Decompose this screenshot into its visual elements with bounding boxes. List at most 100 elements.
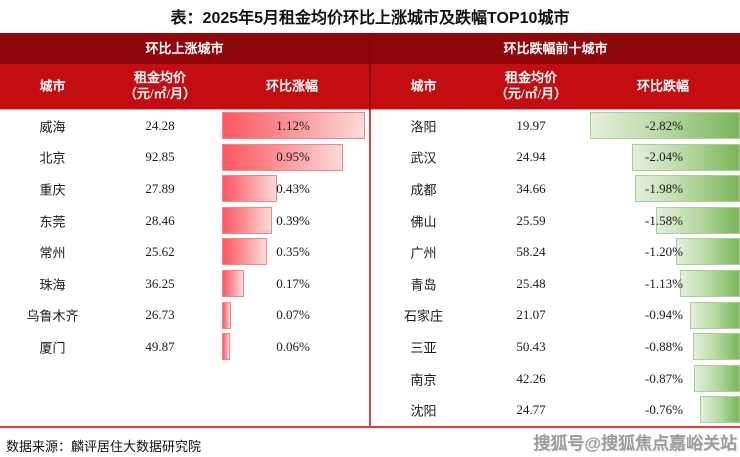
change-label: -1.13% <box>645 275 683 291</box>
change-label: 0.39% <box>276 212 310 228</box>
fall-table: 环比跌幅前十城市 城市 租金均价 （元/㎡/月） 环比跌幅 洛阳 19.97 -2.… <box>371 33 740 426</box>
table-bottom-border <box>0 426 740 428</box>
table-row: 珠海 36.25 0.17% <box>0 268 369 300</box>
rent-value: 92.85 <box>145 149 175 165</box>
city-name: 重庆 <box>39 182 66 198</box>
city-name: 乌鲁木齐 <box>26 308 79 324</box>
rent-value: 24.94 <box>516 149 546 165</box>
rent-value: 49.87 <box>145 338 175 354</box>
rise-table-body: 威海 24.28 1.12% 北京 92.85 0.95% 重庆 27.89 0.43% 东莞 28… <box>0 110 369 426</box>
change-label: 0.95% <box>276 149 310 165</box>
change-label: -0.88% <box>645 338 683 354</box>
change-label: -1.58% <box>645 212 683 228</box>
watermark: 搜狐号@搜狐焦点嘉峪关站 <box>533 434 737 453</box>
down-bar <box>676 238 740 266</box>
city-name: 佛山 <box>410 214 437 230</box>
rise-col-rent: 租金均价 （元/㎡/月） <box>123 69 197 102</box>
change-label: -1.98% <box>645 180 683 196</box>
fall-section-header: 环比跌幅前十城市 <box>371 33 740 64</box>
rent-value: 25.62 <box>145 244 175 260</box>
table-divider-body <box>369 110 371 426</box>
table-row: 厦门 49.87 0.06% <box>0 331 369 363</box>
up-bar <box>222 175 277 203</box>
rise-table: 环比上涨城市 城市 租金均价 （元/㎡/月） 环比涨幅 威海 24.28 1.12%… <box>0 33 369 426</box>
up-bar <box>222 333 230 361</box>
fall-col-change: 环比跌幅 <box>636 78 689 94</box>
table-row: 常州 25.62 0.35% <box>0 236 369 268</box>
table-row: 乌鲁木齐 26.73 0.07% <box>0 300 369 332</box>
rise-column-header: 城市 租金均价 （元/㎡/月） 环比涨幅 <box>0 64 369 110</box>
down-bar <box>634 175 740 203</box>
up-bar <box>222 112 365 139</box>
table-row: 青岛 25.48 -1.13% <box>371 268 740 300</box>
down-bar <box>656 206 740 234</box>
city-name: 成都 <box>410 182 437 198</box>
city-name: 厦门 <box>39 340 66 356</box>
rent-value: 27.89 <box>145 180 175 196</box>
table-row: 北京 92.85 0.95% <box>0 142 369 174</box>
rent-value: 36.25 <box>145 275 175 291</box>
city-name: 珠海 <box>39 277 66 293</box>
change-label: 0.43% <box>276 180 310 196</box>
city-name: 北京 <box>39 150 66 166</box>
up-bar <box>222 238 267 266</box>
fall-column-header: 城市 租金均价 （元/㎡/月） 环比跌幅 <box>371 64 740 110</box>
down-bar <box>679 269 740 297</box>
down-bar <box>699 396 740 424</box>
city-name: 威海 <box>39 119 66 135</box>
rent-value: 25.59 <box>516 212 546 228</box>
rent-value: 25.48 <box>516 275 546 291</box>
change-label: -0.87% <box>645 370 683 386</box>
city-name: 东莞 <box>39 214 66 230</box>
table-row: 沈阳 24.77 -0.76% <box>371 394 740 426</box>
table-row: 广州 58.24 -1.20% <box>371 236 740 268</box>
rent-value: 21.07 <box>516 307 546 323</box>
rent-value: 24.77 <box>516 402 546 418</box>
change-label: 0.35% <box>276 244 310 260</box>
city-name: 石家庄 <box>403 308 443 324</box>
down-bar <box>590 112 740 139</box>
table-row: 三亚 50.43 -0.88% <box>371 331 740 363</box>
table-row: 东莞 28.46 0.39% <box>0 205 369 237</box>
city-name: 青岛 <box>410 277 437 293</box>
city-name: 武汉 <box>410 150 437 166</box>
change-label: 0.17% <box>276 275 310 291</box>
rent-value: 19.97 <box>516 117 546 133</box>
rise-col-change: 环比涨幅 <box>265 78 318 94</box>
rise-section-header: 环比上涨城市 <box>0 33 369 64</box>
city-name: 洛阳 <box>410 119 437 135</box>
rent-value: 28.46 <box>145 212 175 228</box>
fall-table-body: 洛阳 19.97 -2.82% 武汉 24.94 -2.04% 成都 34.66 -1.98% 佛… <box>371 110 740 426</box>
change-label: -1.20% <box>645 244 683 260</box>
change-label: -0.76% <box>645 402 683 418</box>
data-table: 环比上涨城市 城市 租金均价 （元/㎡/月） 环比涨幅 威海 24.28 1.12%… <box>0 33 740 428</box>
down-bar <box>693 364 740 392</box>
table-row: 武汉 24.94 -2.04% <box>371 142 740 174</box>
down-bar <box>690 301 740 329</box>
rise-col-city: 城市 <box>39 78 66 94</box>
table-row: 石家庄 21.07 -0.94% <box>371 300 740 332</box>
rent-value: 26.73 <box>145 307 175 323</box>
figure-title: 表：2025年5月租金均价环比上涨城市及跌幅TOP10城市 <box>170 10 570 27</box>
rent-value: 50.43 <box>516 338 546 354</box>
change-label: -2.04% <box>645 149 683 165</box>
table-row: 佛山 25.59 -1.58% <box>371 205 740 237</box>
table-divider-header <box>369 33 371 110</box>
up-bar <box>222 143 344 171</box>
down-bar <box>693 333 740 361</box>
rent-value: 42.26 <box>516 370 546 386</box>
city-name: 常州 <box>39 245 66 261</box>
change-label: 1.12% <box>276 117 310 133</box>
table-row: 成都 34.66 -1.98% <box>371 173 740 205</box>
rent-value: 58.24 <box>516 244 546 260</box>
city-name: 南京 <box>410 372 437 388</box>
change-label: -0.94% <box>645 307 683 323</box>
up-bar <box>222 269 244 297</box>
down-bar <box>631 143 740 171</box>
rent-value: 34.66 <box>516 180 546 196</box>
table-row: 重庆 27.89 0.43% <box>0 173 369 205</box>
city-name: 沈阳 <box>410 403 437 419</box>
fall-col-city: 城市 <box>410 78 437 94</box>
city-name: 三亚 <box>410 340 437 356</box>
